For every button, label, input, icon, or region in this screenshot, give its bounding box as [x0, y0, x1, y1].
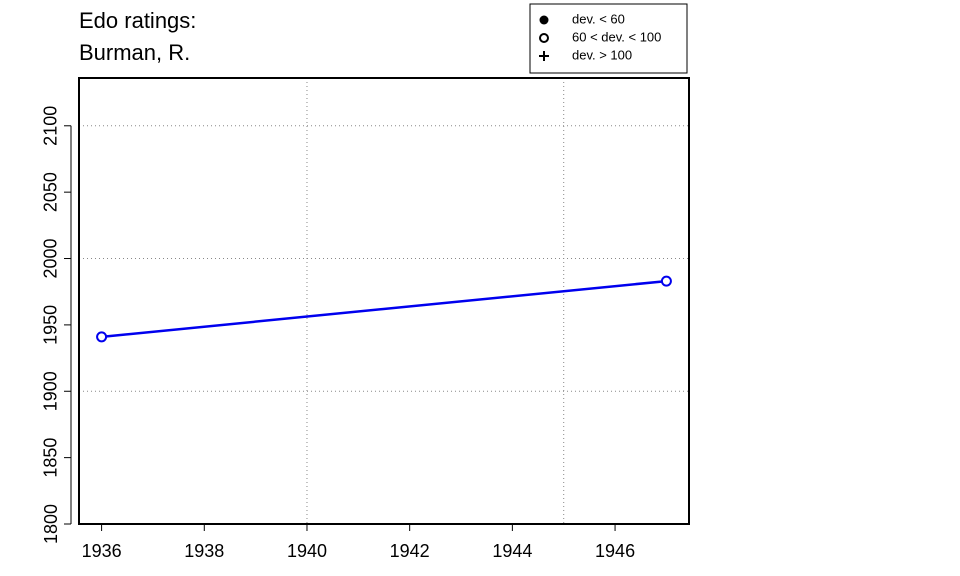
y-tick-label: 1800	[41, 504, 61, 544]
legend-label: 60 < dev. < 100	[572, 29, 661, 44]
legend-box	[529, 3, 688, 74]
y-tick-label: 1950	[41, 305, 61, 345]
x-tick-label: 1944	[492, 541, 532, 561]
x-tick-label: 1936	[82, 541, 122, 561]
legend-symbol	[539, 33, 549, 43]
data-point	[660, 275, 672, 287]
plot-frame	[78, 77, 690, 525]
chart-title: Edo ratings:	[79, 8, 196, 33]
legend-label: dev. > 100	[572, 47, 632, 62]
x-tick-label: 1946	[595, 541, 635, 561]
legend-symbol	[539, 51, 549, 61]
y-tick-label: 1850	[41, 438, 61, 478]
legend-label: dev. < 60	[572, 11, 625, 26]
y-tick-label: 2050	[41, 172, 61, 212]
x-tick-label: 1940	[287, 541, 327, 561]
chart-subtitle: Burman, R.	[79, 40, 190, 65]
y-tick-label: 2000	[41, 239, 61, 279]
data-line	[101, 279, 667, 339]
y-tick-label: 2100	[41, 106, 61, 146]
x-tick-label: 1942	[390, 541, 430, 561]
y-tick-label: 1900	[41, 371, 61, 411]
data-point	[96, 331, 108, 343]
x-tick-label: 1938	[184, 541, 224, 561]
legend-symbol	[539, 15, 549, 25]
